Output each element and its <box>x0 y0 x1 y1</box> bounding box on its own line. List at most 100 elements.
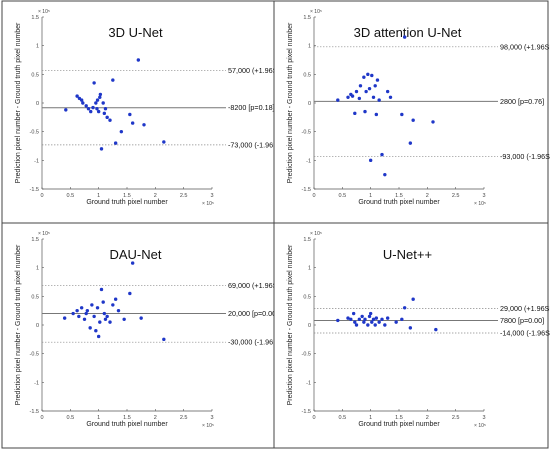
data-point <box>90 303 94 307</box>
lower-limit-label: -30,000 (-1.96SD) <box>228 338 286 347</box>
data-point <box>394 320 398 324</box>
mean-difference-label: 7800 [p=0.00] <box>500 316 544 325</box>
x-tick-label: 0.5 <box>67 193 75 199</box>
data-point <box>385 89 390 94</box>
data-point <box>111 78 115 82</box>
data-point <box>103 317 108 321</box>
data-point <box>99 147 104 151</box>
x-tick-label: 3 <box>210 415 213 421</box>
mean-difference-label: -8200 [p=0.18] <box>228 103 275 112</box>
y-tick-label: -0.5 <box>30 352 39 358</box>
x-exponent-label: × 10⁵ <box>202 201 214 207</box>
y-tick-label: -0.5 <box>302 352 311 358</box>
x-tick-label: 1.5 <box>123 193 131 199</box>
panel-frame <box>1 222 275 449</box>
data-point <box>408 141 413 145</box>
data-point <box>388 95 393 99</box>
data-point <box>374 112 379 117</box>
data-point <box>108 320 112 324</box>
x-tick-label: 1 <box>97 193 100 199</box>
chart-title: 3D U-Net <box>108 25 163 40</box>
x-tick-label: 0 <box>312 415 315 421</box>
data-point <box>122 317 126 321</box>
data-point <box>92 314 96 319</box>
data-point <box>162 337 166 342</box>
upper-limit-label: 57,000 (+1.96SD) <box>228 66 285 75</box>
data-point <box>353 111 357 116</box>
data-point <box>79 306 84 310</box>
data-point <box>363 317 367 321</box>
x-tick-label: 2 <box>154 193 157 199</box>
data-point <box>101 101 105 105</box>
data-point <box>400 317 404 321</box>
panel-frame <box>1 0 275 224</box>
data-point <box>95 98 100 102</box>
data-point <box>96 334 101 339</box>
data-point <box>377 98 381 102</box>
data-point <box>377 320 381 324</box>
y-tick-label: 0.5 <box>31 294 39 300</box>
data-point <box>366 323 370 327</box>
data-point <box>364 89 368 94</box>
chart-title: U-Net++ <box>383 247 432 262</box>
y-tick-label: 1 <box>308 266 311 272</box>
data-point <box>411 118 415 122</box>
data-point <box>101 300 105 304</box>
data-point <box>142 123 146 127</box>
data-point <box>354 89 359 94</box>
data-point <box>71 311 75 316</box>
data-point <box>371 317 376 321</box>
x-tick-label: 2.5 <box>452 415 460 421</box>
upper-limit-label: 29,000 (+1.96SD) <box>500 304 550 313</box>
data-point <box>98 320 102 324</box>
y-tick-label: -1.5 <box>302 187 311 193</box>
data-point <box>370 73 374 78</box>
x-axis-title: Ground truth pixel number <box>86 421 168 428</box>
data-point <box>88 326 92 330</box>
y-axis-title: Prediction pixel number - Ground truth p… <box>15 22 22 183</box>
data-point <box>128 291 132 296</box>
x-tick-label: 2.5 <box>180 193 188 199</box>
data-point <box>99 287 104 292</box>
data-point <box>62 316 67 320</box>
data-point <box>84 311 88 316</box>
y-tick-label: -1 <box>306 158 311 164</box>
data-point <box>336 318 340 323</box>
x-tick-label: 2 <box>154 415 157 421</box>
x-tick-label: 1 <box>369 193 372 199</box>
data-point <box>111 303 115 307</box>
data-point <box>162 140 166 144</box>
data-point <box>380 317 384 321</box>
data-point <box>385 316 390 320</box>
data-point <box>84 104 88 108</box>
y-axis-title: Prediction pixel number - Ground truth p… <box>15 244 22 405</box>
upper-limit-label: 98,000 (+1.96SD) <box>500 42 550 51</box>
panel-frame <box>273 0 549 224</box>
data-point <box>371 95 376 99</box>
data-point <box>357 96 362 101</box>
data-point <box>92 81 96 85</box>
data-point <box>128 112 132 117</box>
y-tick-label: -1.5 <box>30 409 39 415</box>
data-point <box>94 329 98 333</box>
data-point <box>351 311 356 316</box>
mean-difference-label: 2800 [p=0.76] <box>500 97 544 106</box>
x-exponent-label: × 10⁵ <box>474 201 486 207</box>
x-tick-label: 0.5 <box>339 415 347 421</box>
data-point <box>434 327 438 332</box>
y-exponent-label: × 10⁵ <box>38 9 50 15</box>
data-point <box>375 78 380 82</box>
y-tick-label: 1.5 <box>31 15 39 21</box>
data-point <box>360 314 364 319</box>
data-point <box>79 98 84 102</box>
data-point <box>357 317 362 321</box>
x-tick-label: 1.5 <box>395 415 403 421</box>
data-point <box>139 316 143 320</box>
data-point <box>363 109 367 114</box>
data-point <box>113 141 118 145</box>
y-tick-label: 0.5 <box>303 294 311 300</box>
data-point <box>367 314 372 319</box>
data-point <box>353 320 357 324</box>
x-tick-label: 3 <box>482 415 485 421</box>
y-tick-label: 0 <box>36 101 39 107</box>
